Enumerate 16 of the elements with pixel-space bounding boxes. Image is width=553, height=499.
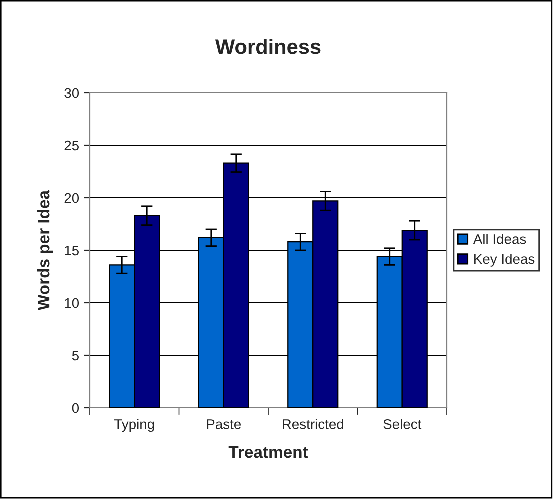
legend-label: All Ideas <box>473 234 526 244</box>
x-tick-label: Typing <box>114 419 154 432</box>
y-tick-label: 5 <box>72 350 79 361</box>
y-tick-label: 30 <box>64 88 80 98</box>
x-tick-label: Restricted <box>283 419 344 430</box>
x-axis-title: Treatment <box>228 446 308 458</box>
y-tick-label: 20 <box>64 193 80 204</box>
y-tick-label: 15 <box>65 246 80 256</box>
legend-label: Key Ideas <box>474 254 535 267</box>
y-tick-label: 0 <box>72 403 80 414</box>
y-tick-label: 10 <box>65 298 80 308</box>
x-tick-label: Paste <box>207 420 242 430</box>
y-tick-label: 25 <box>64 140 80 151</box>
x-tick-label: Select <box>384 419 422 430</box>
chart-title: Wordiness <box>215 39 321 54</box>
y-axis-title: Words per Idea <box>37 190 54 311</box>
